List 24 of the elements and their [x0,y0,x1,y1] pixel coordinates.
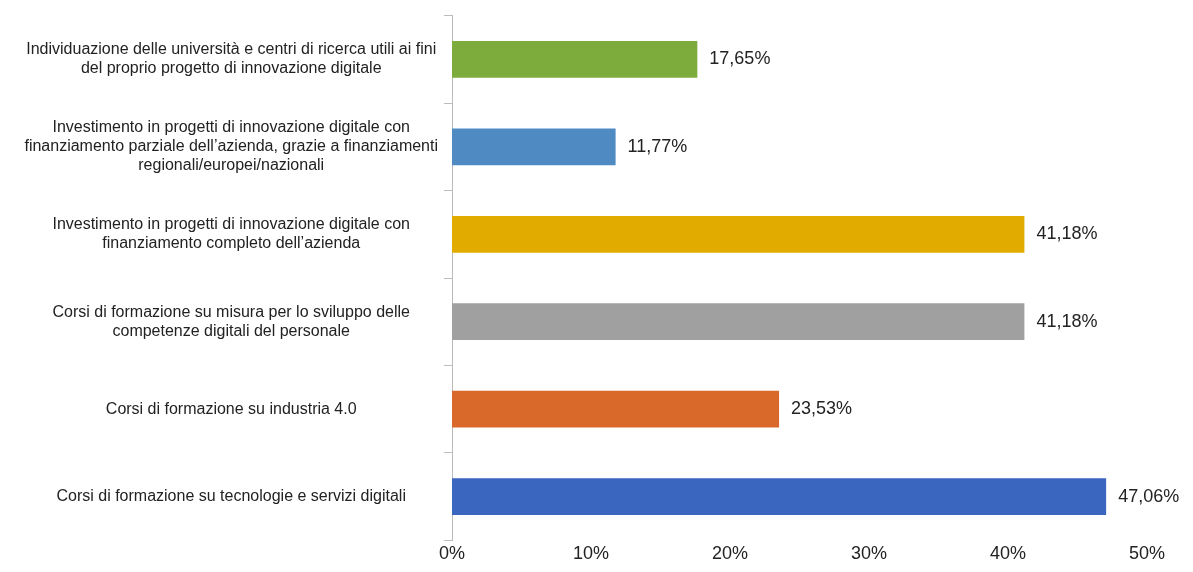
data-label: 47,06% [1118,485,1180,506]
y-tick-label: Corsi di formazione su misura per lo sviluppo delle competenze digitali del personale [52,302,411,339]
x-tick-label: 20% [711,543,749,564]
x-tick-label: 10% [572,543,610,564]
x-tick-label: 40% [989,543,1027,564]
y-tick-label: Investimento in progetti di innovazione digitale con finanziamento parziale dell’azienda, grazie a finanziamenti regionali/europei/nazionali [24,118,438,174]
bar [452,303,1025,341]
data-label: 11,77% [627,135,688,156]
y-tick-label: Corsi di formazione su tecnologie e servizi digitali [56,487,406,505]
bar [452,215,1025,253]
y-tick-label: Investimento in progetti di innovazione digitale con finanziamento completo dell’azienda [52,215,410,252]
y-tick-label: Corsi di formazione su industria 4.0 [105,399,357,417]
bar [452,478,1107,516]
x-tick-label: 50% [1128,543,1166,564]
data-label: 17,65% [709,48,771,69]
bar [452,128,616,166]
bar [452,40,698,78]
x-tick-label: 0% [438,543,466,564]
data-label: 41,18% [1036,223,1098,244]
x-tick-label: 30% [850,543,888,564]
y-tick-label: Individuazione delle università e centri di ricerca utili ai fini del proprio progetto di innovazione digitale [26,40,437,77]
bar [452,390,780,428]
data-label: 23,53% [791,398,853,419]
data-label: 41,18% [1036,310,1098,331]
